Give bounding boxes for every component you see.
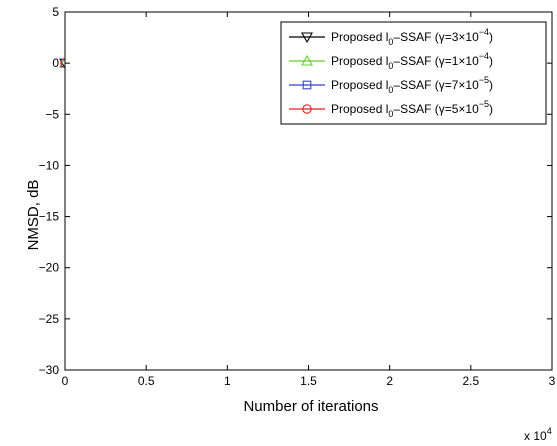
x-multiplier-exp: 4 xyxy=(547,426,552,436)
y-tick-label: −25 xyxy=(39,312,60,326)
x-tick-label: 0 xyxy=(62,374,69,388)
y-tick-label: 0 xyxy=(52,56,59,70)
legend-swatch-marker xyxy=(302,104,312,114)
x-tick-label: 2 xyxy=(386,374,393,388)
y-tick-label: −5 xyxy=(45,107,59,121)
x-tick-label: 0.5 xyxy=(138,374,155,388)
y-tick-label: −15 xyxy=(39,210,60,224)
legend-entry: Proposed l0–SSAF (γ=7×10−5) xyxy=(289,75,493,95)
legend-swatch-marker xyxy=(301,32,313,44)
x-tick-label: 1.5 xyxy=(300,374,317,388)
legend-label: Proposed l0–SSAF (γ=1×10−4) xyxy=(331,51,493,71)
x-multiplier-base: x 10 xyxy=(524,429,547,443)
legend-box xyxy=(280,21,547,125)
legend-label: Proposed l0–SSAF (γ=3×10−4) xyxy=(331,27,493,47)
legend-entry: Proposed l0–SSAF (γ=3×10−4) xyxy=(289,27,493,47)
y-tick-label: −10 xyxy=(39,158,60,172)
legend-swatch-marker xyxy=(302,80,312,90)
legend-entry: Proposed l0–SSAF (γ=5×10−5) xyxy=(289,99,493,119)
legend-label: Proposed l0–SSAF (γ=7×10−5) xyxy=(331,75,493,95)
y-tick-label: −30 xyxy=(39,363,60,377)
y-tick-label: 5 xyxy=(52,5,59,19)
legend: Proposed l0–SSAF (γ=3×10−4) Proposed l0–S… xyxy=(280,21,547,125)
legend-swatch-marker xyxy=(301,54,313,66)
y-axis-label: NMSD, dB xyxy=(25,180,42,251)
x-axis-label: Number of iterations xyxy=(243,398,378,415)
x-tick-label: 1 xyxy=(224,374,231,388)
y-tick-label: −20 xyxy=(39,261,60,275)
legend-label: Proposed l0–SSAF (γ=5×10−5) xyxy=(331,99,493,119)
legend-entry: Proposed l0–SSAF (γ=1×10−4) xyxy=(289,51,493,71)
tick-labels: 0 0.5 1 1.5 2 2.5 3 5 0 −5 −10 −15 −20 −25 −30 xyxy=(39,5,556,388)
x-tick-label: 2.5 xyxy=(462,374,479,388)
x-tick-label: 3 xyxy=(549,374,556,388)
x-axis-multiplier: x 104 xyxy=(524,426,552,443)
